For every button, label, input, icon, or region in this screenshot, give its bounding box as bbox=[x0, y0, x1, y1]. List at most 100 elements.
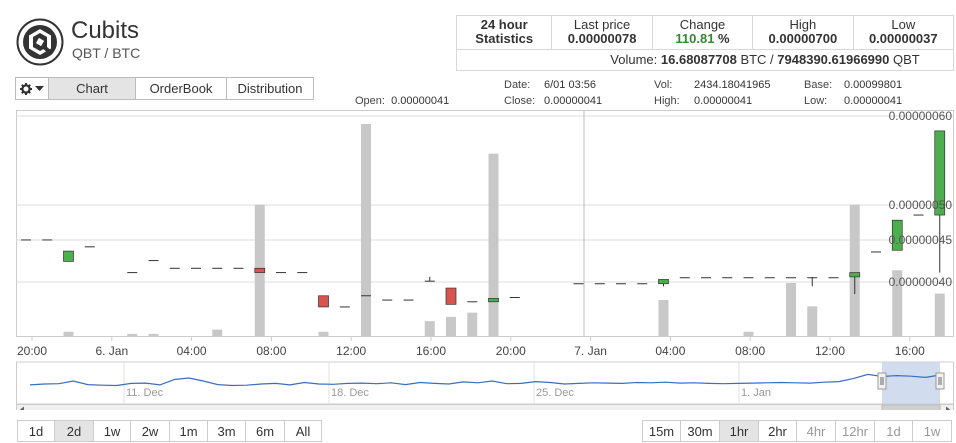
volume-bar bbox=[63, 331, 74, 336]
interval-button-15m[interactable]: 15m bbox=[642, 420, 681, 442]
interval-button-12hr[interactable]: 12hr bbox=[835, 420, 875, 442]
low-value: 0.00000037 bbox=[868, 31, 938, 46]
vol-label: Vol: bbox=[654, 79, 673, 91]
interval-button-30m[interactable]: 30m bbox=[680, 420, 720, 442]
statistics-panel: 24 hour Statistics Last price 0.00000078… bbox=[456, 15, 954, 71]
range-button-2w[interactable]: 2w bbox=[130, 420, 170, 442]
scrollbar-track[interactable] bbox=[16, 404, 954, 411]
volume-bar bbox=[743, 331, 754, 336]
navigator-handle[interactable] bbox=[935, 372, 945, 390]
navigator-handle[interactable] bbox=[877, 372, 887, 390]
x-tick-label: 16:00 bbox=[416, 344, 446, 358]
interval-button-4hr[interactable]: 4hr bbox=[796, 420, 836, 442]
low-readout-value: 0.00000041 bbox=[844, 95, 903, 107]
volume-qbt-unit: QBT bbox=[892, 52, 920, 67]
navigator-date-label: 25. Dec bbox=[536, 387, 574, 399]
high-label: High bbox=[789, 17, 817, 32]
coin-name: Cubits bbox=[71, 17, 140, 44]
interval-button-2hr[interactable]: 2hr bbox=[758, 420, 797, 442]
open-label: Open: bbox=[355, 95, 385, 107]
volume-btc: 16.68087708 bbox=[660, 52, 737, 67]
x-tick-label: 7. Jan bbox=[574, 344, 607, 358]
caret-down-icon bbox=[35, 85, 44, 91]
range-button-1d[interactable]: 1d bbox=[17, 420, 55, 442]
candle-down bbox=[318, 295, 329, 308]
base-label: Base: bbox=[804, 79, 833, 91]
stats-title-line1: 24 hour bbox=[480, 17, 528, 32]
volume-bar bbox=[934, 293, 945, 336]
navigator-date-label: 18. Dec bbox=[331, 387, 369, 399]
volume-bar bbox=[849, 204, 860, 336]
range-button-1m[interactable]: 1m bbox=[169, 420, 208, 442]
low-readout-label: Low: bbox=[804, 95, 828, 107]
volume-qbt: 7948390.61966990 bbox=[777, 52, 890, 67]
x-tick-label: 12:00 bbox=[815, 344, 845, 358]
interval-button-1w[interactable]: 1w bbox=[912, 420, 952, 442]
last-price-value: 0.00000078 bbox=[567, 31, 637, 46]
candle-up bbox=[658, 279, 669, 285]
view-tabs: Chart OrderBook Distribution bbox=[15, 77, 314, 100]
range-button-1w[interactable]: 1w bbox=[93, 420, 131, 442]
navigator-window bbox=[882, 362, 940, 404]
interval-button-1d[interactable]: 1d bbox=[874, 420, 913, 442]
last-price-label: Last price bbox=[573, 17, 631, 32]
range-button-all[interactable]: All bbox=[284, 420, 322, 442]
y-tick-label: 0.00000045 bbox=[889, 233, 953, 247]
y-tick-label: 0.00000060 bbox=[889, 110, 953, 123]
candle-up bbox=[849, 272, 861, 278]
navigator-date-label: 11. Dec bbox=[126, 387, 164, 399]
range-button-2d[interactable]: 2d bbox=[54, 420, 94, 442]
volume-bar bbox=[424, 321, 435, 336]
x-tick-label: 20:00 bbox=[496, 344, 526, 358]
volume-bar bbox=[127, 333, 138, 336]
settings-menu-button[interactable] bbox=[15, 77, 49, 100]
change-unit: % bbox=[714, 31, 730, 46]
candle-up bbox=[891, 219, 903, 251]
scrollbar-thumb[interactable] bbox=[881, 404, 941, 410]
navigator-line bbox=[29, 373, 941, 387]
close-label: Close: bbox=[504, 95, 536, 107]
tab-chart[interactable]: Chart bbox=[48, 77, 136, 100]
date-label: Date: bbox=[504, 79, 531, 91]
date-value: 6/01 03:56 bbox=[544, 79, 596, 91]
volume-btc-unit: BTC / bbox=[740, 52, 774, 67]
candle-down bbox=[254, 267, 266, 273]
coin-pair: QBT / BTC bbox=[72, 45, 141, 61]
high-value: 0.00000700 bbox=[768, 31, 838, 46]
vol-value: 2434.18041965 bbox=[694, 79, 771, 91]
high-readout-value: 0.00000041 bbox=[694, 95, 753, 107]
stat-low: Low 0.00000037 bbox=[854, 16, 953, 49]
stat-change: Change 110.81 % bbox=[653, 16, 754, 49]
volume-bar bbox=[318, 331, 329, 336]
price-chart[interactable]: 0.00000060 0.00000050 0.00000045 0.00000040… bbox=[16, 110, 956, 410]
cubits-logo-icon bbox=[16, 18, 64, 66]
volume-bar bbox=[212, 329, 223, 336]
tab-orderbook[interactable]: OrderBook bbox=[135, 77, 227, 100]
ohlc-close: Close: 0.00000041 bbox=[504, 95, 602, 107]
plot-frame bbox=[16, 110, 954, 337]
range-button-3m[interactable]: 3m bbox=[207, 420, 246, 442]
scroll-right-icon bbox=[946, 406, 950, 410]
interval-selector: 15m 30m 1hr 2hr 4hr 12hr 1d 1w bbox=[642, 420, 952, 443]
volume-bar bbox=[467, 312, 478, 336]
x-tick-label: 20:00 bbox=[17, 344, 47, 358]
scroll-left-icon bbox=[20, 406, 24, 410]
volume-bar bbox=[361, 124, 371, 336]
low-label: Low bbox=[891, 17, 916, 32]
candle-down bbox=[445, 287, 457, 305]
x-tick-label: 12:00 bbox=[336, 344, 366, 358]
volume-bar bbox=[658, 299, 669, 336]
open-value: 0.00000041 bbox=[391, 95, 450, 107]
base-value: 0.00099801 bbox=[844, 79, 903, 91]
range-selector: 1d 2d 1w 2w 1m 3m 6m All bbox=[17, 420, 322, 443]
stats-title-line2: Statistics bbox=[475, 31, 534, 46]
x-tick-label: 08:00 bbox=[256, 344, 286, 358]
x-tick-label: 04:00 bbox=[177, 344, 207, 358]
tab-distribution[interactable]: Distribution bbox=[226, 77, 314, 100]
range-button-6m[interactable]: 6m bbox=[245, 420, 285, 442]
ohlc-base: Base: 0.00099801 bbox=[804, 79, 902, 91]
ohlc-vol: Vol: 2434.18041965 bbox=[654, 79, 770, 91]
candle-up bbox=[488, 297, 499, 303]
ohlc-open: Open: 0.00000041 bbox=[355, 95, 449, 107]
interval-button-1hr[interactable]: 1hr bbox=[719, 420, 759, 442]
